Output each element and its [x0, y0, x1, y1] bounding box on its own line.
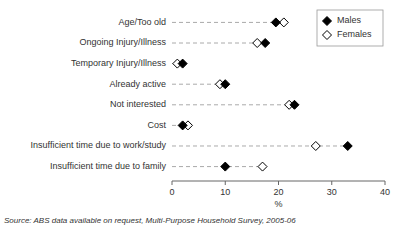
- dot: [221, 162, 230, 171]
- category-label: Temporary Injury/Illness: [71, 58, 167, 68]
- x-tick-label: 0: [169, 187, 174, 197]
- dot: [258, 162, 267, 171]
- x-axis-label: %: [274, 199, 282, 209]
- legend-marker: [323, 31, 332, 40]
- legend-box: [317, 10, 383, 46]
- dot: [271, 18, 280, 27]
- guide-line: [172, 22, 284, 23]
- x-tick-label: 40: [380, 187, 390, 197]
- source-note: Source: ABS data available on request, M…: [4, 216, 296, 225]
- legend-label: Males: [337, 15, 362, 25]
- x-tick: [278, 181, 279, 185]
- guide-line: [172, 166, 263, 167]
- x-tick: [172, 181, 173, 185]
- dot: [221, 80, 230, 89]
- guide-line: [172, 43, 265, 44]
- category-label: Insufficient time due to work/study: [31, 140, 167, 150]
- legend-label: Females: [337, 29, 372, 39]
- x-tick-label: 20: [273, 187, 283, 197]
- guide-line: [172, 104, 294, 105]
- guide-line: [172, 145, 348, 146]
- x-tick: [225, 181, 226, 185]
- category-label: Already active: [109, 79, 166, 89]
- x-tick-label: 10: [220, 187, 230, 197]
- dot: [178, 59, 187, 68]
- dot: [261, 39, 270, 48]
- category-label: Cost: [147, 120, 166, 130]
- category-label: Age/Too old: [118, 17, 166, 27]
- chart: Age/Too old Ongoing Injury/Illness Tempora…: [0, 0, 397, 227]
- dot: [311, 141, 320, 150]
- x-tick: [331, 181, 332, 185]
- x-tick: [385, 181, 386, 185]
- legend-marker: [323, 17, 332, 26]
- category-label: Ongoing Injury/Illness: [79, 37, 166, 47]
- category-label: Not interested: [110, 99, 166, 109]
- dot: [290, 100, 299, 109]
- legend: Males Females: [317, 10, 383, 46]
- dot: [178, 121, 187, 130]
- dot: [343, 141, 352, 150]
- x-tick-label: 30: [327, 187, 337, 197]
- category-label: Insufficient time due to family: [50, 161, 166, 171]
